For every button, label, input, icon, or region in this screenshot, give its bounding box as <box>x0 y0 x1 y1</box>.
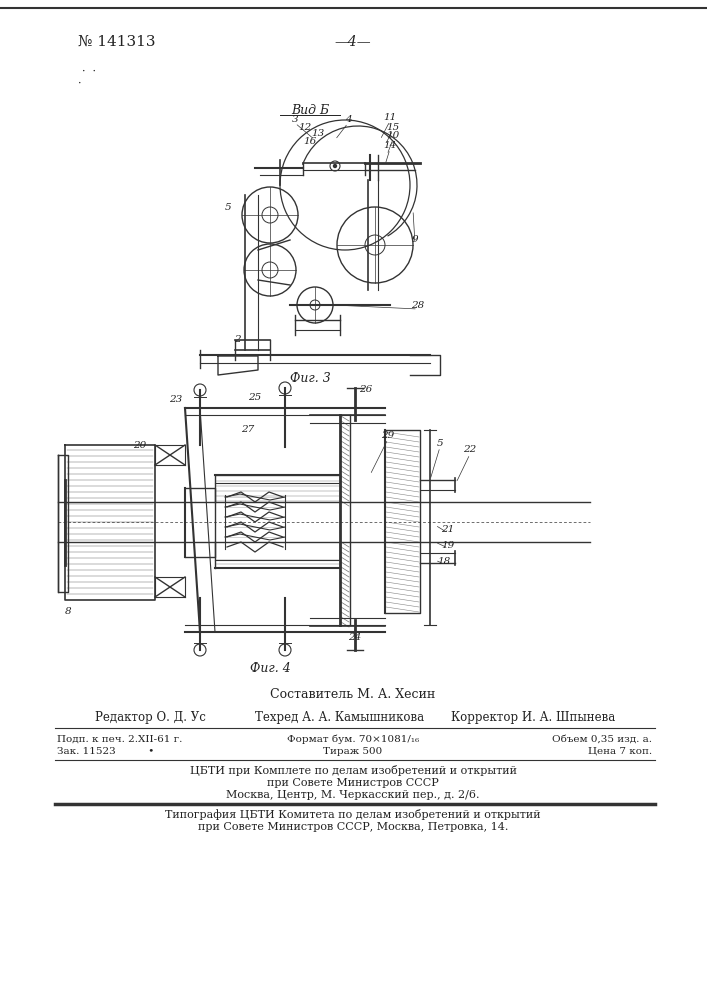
Text: Редактор О. Д. Ус: Редактор О. Д. Ус <box>95 712 206 724</box>
Text: 11: 11 <box>383 113 397 122</box>
Text: Москва, Центр, М. Черкасский пер., д. 2/6.: Москва, Центр, М. Черкасский пер., д. 2/… <box>226 790 480 800</box>
Text: 21: 21 <box>441 526 455 534</box>
Text: Зак. 11523          •: Зак. 11523 • <box>57 746 154 756</box>
Text: 12: 12 <box>298 122 312 131</box>
Text: 15: 15 <box>386 122 399 131</box>
Text: 5: 5 <box>225 204 231 213</box>
Text: 27: 27 <box>241 426 255 434</box>
Text: 4: 4 <box>345 115 351 124</box>
Text: Формат бум. 70×1081/₁₆: Формат бум. 70×1081/₁₆ <box>287 734 419 744</box>
Text: 14: 14 <box>383 141 397 150</box>
Text: Вид Б: Вид Б <box>291 104 329 116</box>
Text: 9: 9 <box>411 235 419 244</box>
Text: 16: 16 <box>303 137 317 146</box>
Text: ЦБТИ при Комплете по делам изобретений и открытий: ЦБТИ при Комплете по делам изобретений и… <box>189 766 517 776</box>
Text: при Совете Министров СССР: при Совете Министров СССР <box>267 778 439 788</box>
Text: 10: 10 <box>386 131 399 140</box>
Text: Цена 7 коп.: Цена 7 коп. <box>588 746 652 756</box>
Text: 24: 24 <box>349 634 361 643</box>
Text: при Совете Министров СССР, Москва, Петровка, 14.: при Совете Министров СССР, Москва, Петро… <box>198 822 508 832</box>
Text: 3: 3 <box>292 115 298 124</box>
Text: ·: · <box>78 79 81 89</box>
Text: № 141313: № 141313 <box>78 35 156 49</box>
Circle shape <box>334 164 337 167</box>
Text: Фиг. 3: Фиг. 3 <box>290 371 330 384</box>
Text: —4—: —4— <box>334 35 371 49</box>
Text: Подп. к печ. 2.XII-61 г.: Подп. к печ. 2.XII-61 г. <box>57 734 182 744</box>
Text: 23: 23 <box>170 395 182 404</box>
Text: 8: 8 <box>64 607 71 616</box>
Text: Составитель М. А. Хесин: Составитель М. А. Хесин <box>270 688 436 702</box>
Text: Тираж 500: Тираж 500 <box>323 746 382 756</box>
Text: Объем 0,35 изд. а.: Объем 0,35 изд. а. <box>552 734 652 744</box>
Text: 2: 2 <box>234 336 240 344</box>
Text: 13: 13 <box>311 129 325 138</box>
Text: 22: 22 <box>463 446 477 454</box>
Text: 29: 29 <box>381 430 395 440</box>
Text: 19: 19 <box>441 540 455 550</box>
Text: 28: 28 <box>411 302 425 310</box>
Text: 18: 18 <box>438 556 450 566</box>
Text: Фиг. 4: Фиг. 4 <box>250 662 291 674</box>
Text: Типография ЦБТИ Комитета по делам изобретений и открытий: Типография ЦБТИ Комитета по делам изобре… <box>165 810 541 820</box>
Text: 25: 25 <box>248 392 262 401</box>
Text: ·  ·: · · <box>82 67 96 77</box>
Text: Корректор И. А. Шпынева: Корректор И. А. Шпынева <box>451 712 615 724</box>
Text: Техред А. А. Камышникова: Техред А. А. Камышникова <box>255 712 425 724</box>
Text: 26: 26 <box>359 385 373 394</box>
Text: 5: 5 <box>437 438 443 448</box>
Text: 20: 20 <box>134 440 146 450</box>
